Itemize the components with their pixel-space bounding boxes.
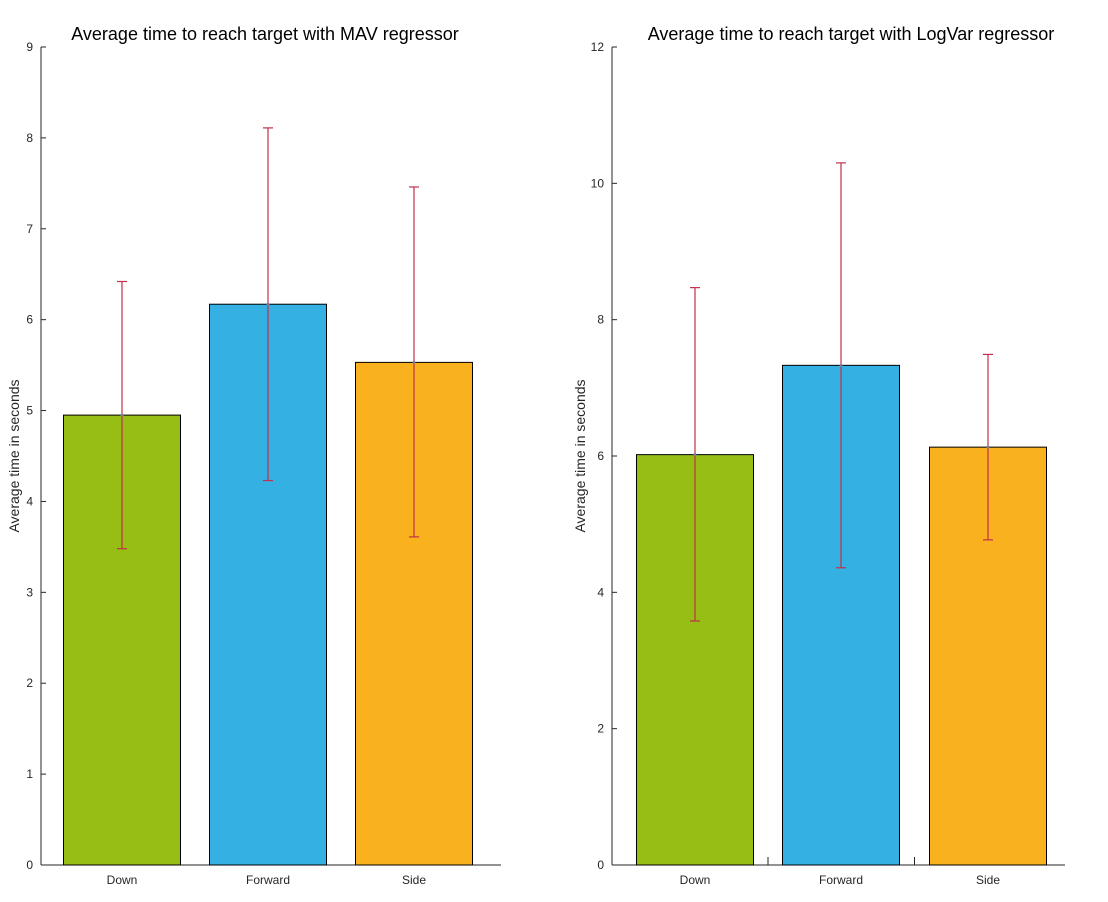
mean-marker	[120, 413, 124, 417]
x-tick-label: Forward	[819, 873, 863, 887]
y-tick-label: 6	[597, 449, 604, 463]
chart-panel-logvar: Average time to reach target with LogVar…	[572, 24, 1065, 887]
y-tick-label: 8	[26, 131, 33, 145]
x-tick-label: Down	[680, 873, 711, 887]
x-tick-label: Down	[107, 873, 138, 887]
y-tick-label: 0	[26, 858, 33, 872]
y-tick-label: 3	[26, 585, 33, 599]
mean-marker	[839, 363, 843, 367]
chart-panel-mav: Average time to reach target with MAV re…	[6, 24, 501, 887]
y-tick-label: 9	[26, 40, 33, 54]
y-tick-label: 2	[26, 676, 33, 690]
mean-marker	[412, 360, 416, 364]
x-tick-label: Side	[976, 873, 1000, 887]
y-tick-label: 4	[597, 585, 604, 599]
y-tick-label: 2	[597, 722, 604, 736]
y-tick-label: 4	[26, 494, 33, 508]
y-tick-label: 12	[591, 40, 605, 54]
mean-marker	[266, 302, 270, 306]
x-tick-label: Side	[402, 873, 426, 887]
y-tick-label: 0	[597, 858, 604, 872]
y-tick-label: 7	[26, 222, 33, 236]
y-axis-label: Average time in seconds	[572, 379, 588, 532]
y-tick-label: 8	[597, 313, 604, 327]
chart-title: Average time to reach target with LogVar…	[648, 24, 1055, 44]
y-axis-label: Average time in seconds	[6, 379, 22, 532]
y-tick-label: 1	[26, 767, 33, 781]
chart-title: Average time to reach target with MAV re…	[71, 24, 459, 44]
y-tick-label: 5	[26, 404, 33, 418]
y-tick-label: 6	[26, 313, 33, 327]
x-tick-label: Forward	[246, 873, 290, 887]
y-tick-label: 10	[591, 176, 605, 190]
mean-marker	[986, 445, 990, 449]
mean-marker	[693, 453, 697, 457]
